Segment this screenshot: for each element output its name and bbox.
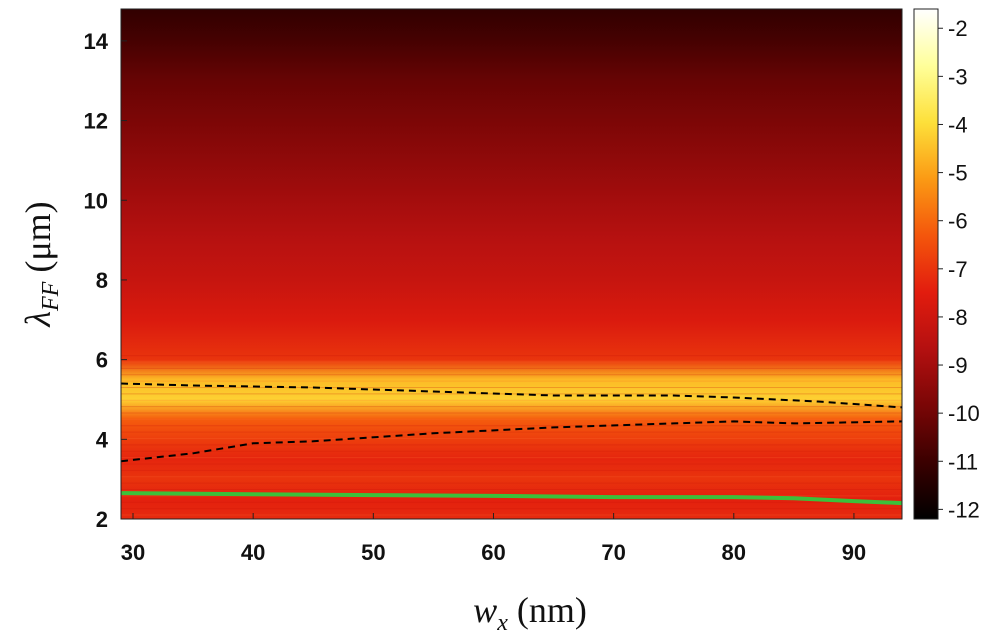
- series-layer: [120, 382, 903, 506]
- x-tick-label: 30: [121, 540, 145, 565]
- y-tick-label: 2: [96, 507, 108, 532]
- colorbar-tick-label: -12: [948, 497, 980, 522]
- y-tick-label: 8: [96, 268, 108, 293]
- colorbar-tick-label: -2: [948, 16, 968, 41]
- heatmap-field: [121, 9, 902, 519]
- colorbar-tick-label: -11: [948, 449, 978, 474]
- x-axis-title: wx (nm): [473, 590, 587, 636]
- x-tick-label: 60: [481, 540, 505, 565]
- colorbar-bar: [913, 8, 939, 520]
- series-line-green-line: [120, 491, 903, 506]
- colorbar-tick-label: -5: [948, 161, 968, 186]
- colorbar-tick-label: -7: [948, 257, 968, 282]
- y-axis-ticks: 2 4 6 8 10 12 14: [84, 29, 127, 532]
- plot-frame: [120, 8, 903, 520]
- colorbar-tick-label: -8: [948, 305, 968, 330]
- plot-area: [120, 8, 903, 520]
- colorbar-ticks: -2 -3 -4 -5 -6 -7 -8 -9 -10 -11 -12: [938, 16, 980, 522]
- y-tick-label: 12: [84, 109, 108, 134]
- x-axis-ticks: 30 40 50 60 70 80 90: [121, 513, 866, 565]
- y-axis-title: λFF (μm): [18, 201, 64, 327]
- x-tick-label: 70: [601, 540, 625, 565]
- y-tick-label: 6: [96, 348, 108, 373]
- x-tick-label: 50: [361, 540, 385, 565]
- colorbar: -2 -3 -4 -5 -6 -7 -8 -9 -10 -11 -12: [913, 8, 980, 522]
- x-tick-label: 90: [842, 540, 866, 565]
- series-line-upper-dashed-contour: [120, 382, 903, 409]
- heatmap-streaks: [121, 355, 902, 516]
- colorbar-tick-label: -4: [948, 112, 968, 137]
- series-line-lower-dashed-contour: [120, 420, 903, 463]
- y-tick-label: 4: [96, 427, 109, 452]
- x-tick-label: 40: [241, 540, 265, 565]
- colorbar-tick-label: -6: [948, 209, 968, 234]
- colorbar-tick-label: -9: [948, 353, 968, 378]
- y-tick-label: 10: [84, 188, 108, 213]
- y-tick-label: 14: [84, 29, 109, 54]
- x-tick-label: 80: [722, 540, 746, 565]
- colorbar-tick-label: -3: [948, 64, 968, 89]
- colorbar-tick-label: -10: [948, 401, 980, 426]
